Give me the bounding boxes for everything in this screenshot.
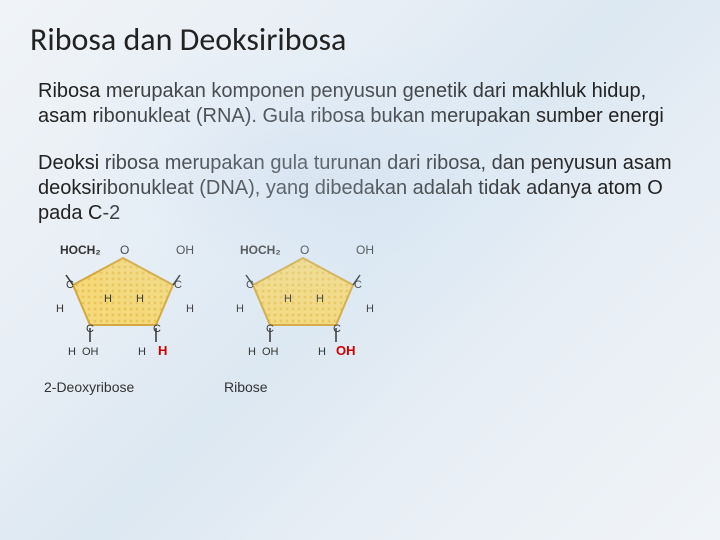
paragraph-deoksiribosa: Deoksi ribosa merupakan gula turunan dar… — [30, 151, 690, 226]
svg-text:H: H — [136, 293, 144, 305]
svg-text:O: O — [300, 243, 309, 257]
svg-text:HOCH₂: HOCH₂ — [60, 243, 101, 257]
svg-text:OH: OH — [82, 346, 99, 358]
svg-text:OH: OH — [336, 343, 356, 358]
svg-text:H: H — [68, 346, 76, 358]
svg-text:H: H — [138, 346, 146, 358]
paragraph-ribosa: Ribosa merupakan komponen penyusun genet… — [30, 79, 690, 129]
svg-text:O: O — [120, 243, 129, 257]
svg-text:C: C — [333, 323, 341, 335]
svg-text:H: H — [56, 303, 64, 315]
svg-text:C: C — [153, 323, 161, 335]
svg-text:H: H — [186, 303, 194, 315]
page-title: Ribosa dan Deoksiribosa — [30, 20, 690, 59]
svg-text:H: H — [248, 346, 256, 358]
molecule-diagrams: HOCH₂ O OH C C C C H H H H H OH H H 2-De… — [30, 240, 690, 395]
svg-text:H: H — [236, 303, 244, 315]
svg-text:H: H — [318, 346, 326, 358]
ribose-label: Ribose — [218, 379, 388, 395]
svg-text:H: H — [158, 343, 167, 358]
deoxyribose-label: 2-Deoxyribose — [38, 379, 208, 395]
svg-text:OH: OH — [176, 243, 194, 257]
svg-text:H: H — [104, 293, 112, 305]
svg-text:OH: OH — [356, 243, 374, 257]
ribose-structure-icon: HOCH₂ O OH C C C C H H H H H OH H OH — [218, 240, 388, 370]
svg-text:HOCH₂: HOCH₂ — [240, 243, 281, 257]
svg-text:H: H — [316, 293, 324, 305]
molecule-deoxyribose: HOCH₂ O OH C C C C H H H H H OH H H 2-De… — [38, 240, 208, 395]
deoxyribose-structure-icon: HOCH₂ O OH C C C C H H H H H OH H H — [38, 240, 208, 370]
svg-text:H: H — [366, 303, 374, 315]
svg-text:H: H — [284, 293, 292, 305]
molecule-ribose: HOCH₂ O OH C C C C H H H H H OH H OH Rib… — [218, 240, 388, 395]
svg-text:OH: OH — [262, 346, 279, 358]
